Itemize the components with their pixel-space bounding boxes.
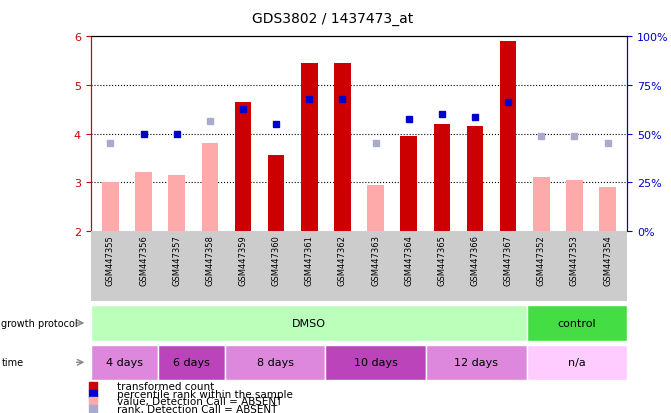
Bar: [235, 103, 252, 231]
Text: 4 days: 4 days: [105, 357, 143, 368]
Bar: [334, 64, 351, 231]
Text: GSM447354: GSM447354: [603, 235, 612, 285]
Text: 8 days: 8 days: [256, 357, 294, 368]
Bar: [91, 345, 158, 380]
Text: 6 days: 6 days: [173, 357, 209, 368]
Text: GSM447353: GSM447353: [570, 235, 579, 285]
Bar: [599, 188, 616, 231]
Text: value, Detection Call = ABSENT: value, Detection Call = ABSENT: [117, 396, 282, 406]
Text: transformed count: transformed count: [117, 381, 215, 391]
Text: GSM447357: GSM447357: [172, 235, 181, 285]
Text: control: control: [558, 318, 597, 328]
Text: GSM447361: GSM447361: [305, 235, 314, 285]
Text: GSM447356: GSM447356: [139, 235, 148, 285]
Text: GSM447352: GSM447352: [537, 235, 546, 285]
Text: percentile rank within the sample: percentile rank within the sample: [117, 389, 293, 399]
Bar: [91, 306, 527, 341]
Text: 12 days: 12 days: [454, 357, 499, 368]
Bar: [566, 180, 582, 231]
Text: GSM447360: GSM447360: [272, 235, 280, 285]
Text: 10 days: 10 days: [354, 357, 398, 368]
Bar: [91, 231, 627, 301]
Bar: [527, 306, 627, 341]
Bar: [136, 173, 152, 231]
Bar: [426, 345, 527, 380]
Text: DMSO: DMSO: [292, 318, 325, 328]
Text: GSM447362: GSM447362: [338, 235, 347, 285]
Text: GSM447364: GSM447364: [404, 235, 413, 285]
Bar: [102, 183, 119, 231]
Text: rank, Detection Call = ABSENT: rank, Detection Call = ABSENT: [117, 404, 278, 413]
Bar: [201, 144, 218, 231]
Bar: [433, 125, 450, 231]
Bar: [500, 42, 517, 231]
Text: GSM447367: GSM447367: [504, 235, 513, 286]
Text: growth protocol: growth protocol: [1, 318, 78, 328]
Text: GDS3802 / 1437473_at: GDS3802 / 1437473_at: [252, 12, 413, 26]
Bar: [225, 345, 325, 380]
Bar: [301, 64, 317, 231]
Bar: [325, 345, 426, 380]
Text: GSM447359: GSM447359: [238, 235, 248, 285]
Text: GSM447358: GSM447358: [205, 235, 214, 285]
Bar: [168, 176, 185, 231]
Text: GSM447365: GSM447365: [437, 235, 446, 285]
Bar: [268, 156, 285, 231]
Bar: [158, 345, 225, 380]
Text: GSM447366: GSM447366: [470, 235, 480, 286]
Bar: [367, 185, 384, 231]
Bar: [527, 345, 627, 380]
Bar: [533, 178, 550, 231]
Bar: [401, 137, 417, 231]
Bar: [466, 127, 483, 231]
Text: n/a: n/a: [568, 357, 586, 368]
Text: GSM447363: GSM447363: [371, 235, 380, 286]
Text: time: time: [1, 357, 23, 368]
Text: GSM447355: GSM447355: [106, 235, 115, 285]
